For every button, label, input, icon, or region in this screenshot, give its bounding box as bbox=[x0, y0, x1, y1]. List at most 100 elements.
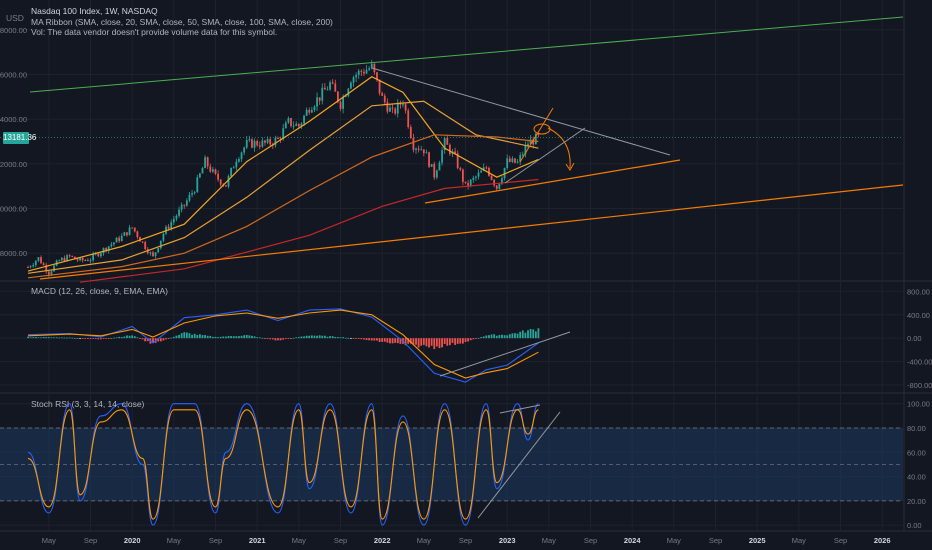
moving-average-ma100 bbox=[27, 134, 539, 279]
macd-histogram-bar bbox=[323, 335, 326, 339]
candle-body bbox=[516, 161, 519, 163]
y-tick-label: 0.00 bbox=[907, 334, 922, 343]
macd-histogram-bar bbox=[370, 338, 373, 341]
macd-histogram-bar bbox=[514, 333, 516, 339]
macd-histogram-bar bbox=[53, 337, 55, 339]
macd-histogram-bar bbox=[232, 336, 235, 339]
macd-pane bbox=[27, 308, 571, 383]
candle-body bbox=[409, 127, 412, 139]
candle-body bbox=[391, 107, 394, 109]
candle-body bbox=[86, 260, 89, 262]
x-tick-label: May bbox=[42, 536, 56, 545]
stoch-label[interactable]: Stoch RSI (3, 3, 14, 14, close) bbox=[31, 399, 145, 409]
macd-histogram-bar bbox=[198, 334, 201, 339]
macd-histogram-bar bbox=[360, 338, 363, 340]
macd-histogram-bar bbox=[339, 337, 342, 339]
candle-body bbox=[404, 104, 407, 111]
x-tick-label: Sep bbox=[584, 536, 597, 545]
x-tick-label: May bbox=[167, 536, 181, 545]
candle-body bbox=[365, 69, 368, 74]
macd-histogram-bar bbox=[350, 338, 352, 339]
macd-histogram-bar bbox=[422, 338, 425, 345]
macd-histogram-bar bbox=[467, 338, 470, 342]
macd-histogram-bar bbox=[178, 334, 180, 339]
ma-ribbon-label[interactable]: MA Ribbon (SMA, close, 20, SMA, close, 5… bbox=[31, 16, 333, 27]
macd-histogram-bar bbox=[27, 336, 29, 339]
macd-histogram-bar bbox=[529, 328, 532, 339]
candle-body bbox=[454, 151, 456, 154]
candle-body bbox=[204, 157, 206, 169]
candle-body bbox=[162, 233, 165, 241]
candle-body bbox=[214, 169, 217, 174]
y-tick-label: 14000.00 bbox=[0, 115, 27, 124]
candle-body bbox=[133, 227, 136, 232]
candle-body bbox=[167, 226, 170, 229]
candle-body bbox=[386, 102, 389, 112]
macd-histogram-bar bbox=[55, 337, 58, 339]
macd-histogram-bar bbox=[519, 331, 522, 339]
macd-histogram-bar bbox=[352, 338, 355, 339]
macd-histogram-bar bbox=[248, 335, 251, 339]
candle-body bbox=[196, 177, 199, 193]
candle-body bbox=[115, 237, 118, 243]
candle-body bbox=[110, 244, 113, 247]
symbol-title[interactable]: Nasdaq 100 Index, 1W, NASDAQ bbox=[31, 6, 158, 16]
macd-histogram-bar bbox=[279, 338, 282, 341]
currency-label: USD bbox=[6, 13, 24, 23]
macd-histogram-bar bbox=[63, 337, 66, 339]
macd-histogram-bar bbox=[201, 335, 204, 339]
last-price-tag: 13181.36 bbox=[3, 132, 37, 144]
macd-histogram-bar bbox=[152, 338, 154, 343]
macd-histogram-bar bbox=[110, 338, 113, 339]
candle-body bbox=[225, 185, 227, 187]
candle-body bbox=[329, 82, 331, 90]
candle-body bbox=[521, 154, 524, 156]
candle-body bbox=[105, 248, 108, 251]
x-tick-label: 2021 bbox=[249, 536, 266, 545]
candle-body bbox=[360, 70, 363, 72]
channel-line bbox=[504, 127, 586, 184]
macd-histogram-bar bbox=[290, 338, 292, 339]
candle-body bbox=[123, 232, 126, 236]
macd-histogram-bar bbox=[391, 338, 394, 344]
macd-histogram-bar bbox=[347, 337, 350, 339]
candle-body bbox=[469, 179, 472, 187]
macd-histogram-bar bbox=[527, 330, 529, 339]
macd-histogram-bar bbox=[446, 338, 449, 346]
macd-histogram-bar bbox=[498, 335, 501, 339]
candle-body bbox=[217, 173, 220, 180]
moving-average-ma20 bbox=[27, 76, 539, 272]
macd-histogram-bar bbox=[404, 338, 407, 346]
x-tick-label: May bbox=[292, 536, 306, 545]
macd-histogram-bar bbox=[355, 338, 358, 339]
candle-body bbox=[94, 253, 97, 255]
candle-body bbox=[73, 256, 76, 259]
candle-body bbox=[172, 218, 175, 223]
candle-body bbox=[352, 77, 355, 83]
candle-body bbox=[149, 252, 152, 254]
macd-histogram-bar bbox=[292, 337, 295, 339]
candle-body bbox=[245, 140, 248, 148]
macd-histogram-bar bbox=[245, 334, 248, 339]
macd-histogram-bar bbox=[326, 336, 329, 339]
macd-histogram-bar bbox=[238, 336, 240, 339]
candle-body bbox=[506, 158, 509, 168]
macd-label[interactable]: MACD (12, 26, close, 9, EMA, EMA) bbox=[31, 286, 168, 296]
macd-histogram-bar bbox=[521, 330, 524, 339]
y-tick-label: 12000.00 bbox=[0, 160, 27, 169]
stoch-d-line bbox=[27, 409, 539, 520]
macd-histogram-bar bbox=[508, 334, 511, 339]
candle-body bbox=[180, 204, 183, 210]
candle-body bbox=[370, 63, 373, 69]
candle-body bbox=[501, 178, 503, 184]
macd-histogram-bar bbox=[32, 337, 35, 339]
orange-short-line bbox=[519, 107, 554, 163]
macd-histogram-bar bbox=[373, 338, 376, 341]
macd-histogram-bar bbox=[123, 336, 126, 339]
candle-body bbox=[381, 93, 384, 96]
macd-histogram-bar bbox=[243, 335, 246, 339]
macd-histogram-bar bbox=[170, 337, 173, 339]
candle-body bbox=[183, 204, 186, 206]
